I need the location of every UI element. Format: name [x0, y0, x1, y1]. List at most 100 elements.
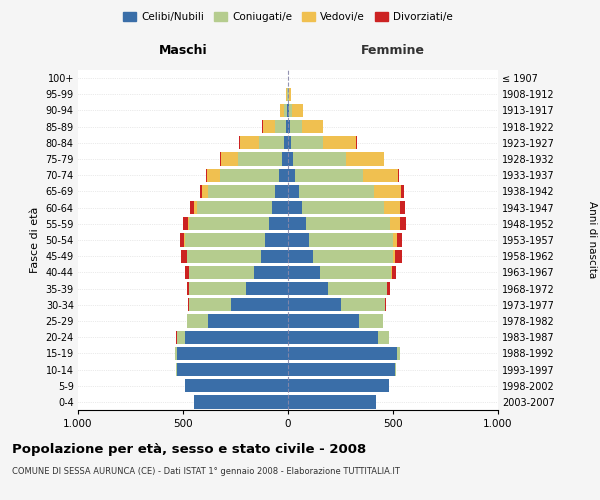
Bar — [176, 346, 288, 360]
Bar — [288, 314, 359, 328]
Bar — [278, 168, 288, 182]
Bar — [293, 152, 346, 166]
Bar — [282, 152, 288, 166]
Bar — [306, 217, 390, 230]
Bar — [341, 298, 385, 312]
Text: Anni di nascita: Anni di nascita — [587, 202, 597, 278]
Bar — [395, 363, 396, 376]
Bar — [275, 120, 286, 134]
Bar — [193, 201, 197, 214]
Bar — [190, 217, 269, 230]
Bar — [187, 250, 260, 263]
Bar — [288, 185, 299, 198]
Bar — [185, 266, 189, 279]
Bar — [328, 282, 387, 295]
Text: Maschi: Maschi — [158, 44, 208, 57]
Bar — [400, 217, 406, 230]
Bar — [286, 88, 287, 101]
Bar — [395, 250, 402, 263]
Text: Popolazione per età, sesso e stato civile - 2008: Popolazione per età, sesso e stato civil… — [12, 442, 366, 456]
Bar — [379, 330, 389, 344]
Bar — [374, 185, 401, 198]
Bar — [288, 282, 328, 295]
Bar — [184, 217, 188, 230]
Bar — [299, 185, 374, 198]
Bar — [176, 363, 288, 376]
Bar — [188, 298, 190, 312]
Y-axis label: Fasce di età: Fasce di età — [30, 207, 40, 273]
Bar — [263, 120, 275, 134]
Bar — [208, 185, 275, 198]
Bar — [284, 136, 288, 149]
Bar — [272, 201, 288, 214]
Bar — [275, 185, 288, 198]
Bar — [190, 282, 246, 295]
Bar — [207, 168, 220, 182]
Bar — [181, 250, 187, 263]
Bar — [323, 136, 356, 149]
Bar — [397, 234, 403, 246]
Bar — [208, 314, 288, 328]
Bar — [290, 120, 302, 134]
Bar — [240, 136, 259, 149]
Bar — [302, 201, 383, 214]
Bar — [400, 201, 404, 214]
Bar — [288, 266, 320, 279]
Bar — [385, 298, 386, 312]
Bar — [200, 185, 202, 198]
Bar — [288, 234, 309, 246]
Bar — [295, 168, 362, 182]
Bar — [383, 201, 400, 214]
Bar — [187, 314, 208, 328]
Bar — [284, 104, 287, 117]
Bar — [398, 168, 400, 182]
Bar — [180, 234, 184, 246]
Bar — [190, 298, 232, 312]
Bar — [232, 298, 288, 312]
Bar — [185, 379, 288, 392]
Bar — [291, 136, 323, 149]
Bar — [391, 266, 392, 279]
Bar — [288, 152, 293, 166]
Bar — [197, 201, 272, 214]
Bar — [206, 168, 207, 182]
Text: COMUNE DI SESSA AURUNCA (CE) - Dati ISTAT 1° gennaio 2008 - Elaborazione TUTTITA: COMUNE DI SESSA AURUNCA (CE) - Dati ISTA… — [12, 468, 400, 476]
Bar — [356, 136, 357, 149]
Bar — [238, 152, 282, 166]
Bar — [288, 201, 302, 214]
Bar — [176, 330, 185, 344]
Bar — [288, 330, 379, 344]
Bar — [190, 266, 254, 279]
Bar — [288, 217, 306, 230]
Bar — [190, 201, 193, 214]
Bar — [397, 346, 400, 360]
Bar — [220, 152, 221, 166]
Bar — [392, 266, 396, 279]
Bar — [288, 363, 395, 376]
Bar — [292, 104, 303, 117]
Bar — [187, 282, 189, 295]
Bar — [246, 282, 288, 295]
Bar — [383, 152, 385, 166]
Bar — [288, 396, 376, 408]
Bar — [401, 185, 404, 198]
Bar — [393, 250, 395, 263]
Legend: Celibi/Nubili, Coniugati/e, Vedovi/e, Divorziati/e: Celibi/Nubili, Coniugati/e, Vedovi/e, Di… — [119, 8, 457, 26]
Text: Femmine: Femmine — [361, 44, 425, 57]
Bar — [288, 379, 389, 392]
Bar — [393, 234, 397, 246]
Bar — [320, 266, 391, 279]
Bar — [288, 346, 397, 360]
Bar — [288, 298, 341, 312]
Bar — [390, 217, 400, 230]
Bar — [359, 314, 383, 328]
Bar — [193, 396, 288, 408]
Bar — [280, 104, 284, 117]
Bar — [220, 168, 278, 182]
Bar — [289, 104, 292, 117]
Bar — [254, 266, 288, 279]
Bar — [286, 120, 288, 134]
Bar — [387, 282, 389, 295]
Bar — [302, 120, 323, 134]
Bar — [309, 234, 393, 246]
